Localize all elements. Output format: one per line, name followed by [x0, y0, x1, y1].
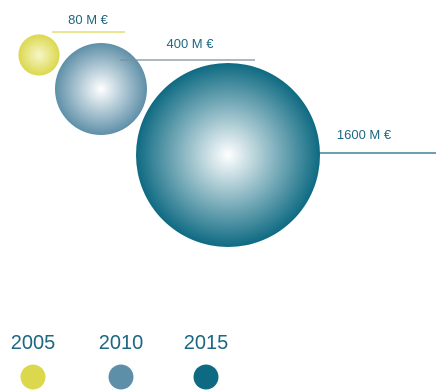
bubble-2010: [55, 43, 147, 135]
leader-lines-layer: [52, 31, 436, 154]
value-labels-layer: 80 M € 400 M € 1600 M €: [68, 12, 392, 142]
legend-label-2010: 2010: [99, 332, 144, 354]
bubbles-layer: [18, 34, 320, 247]
legend-swatch-2015: [193, 364, 219, 390]
bubble-2005: [18, 34, 60, 76]
value-label-2005: 80 M €: [68, 12, 109, 27]
legend-label-2015: 2015: [184, 332, 229, 354]
legend-swatch-2005: [20, 364, 46, 390]
legend: 2005 2010 2015: [11, 332, 229, 390]
legend-swatch-2010: [108, 364, 134, 390]
value-label-2010: 400 M €: [167, 36, 215, 51]
value-label-2015: 1600 M €: [337, 127, 392, 142]
bubble-2015: [136, 63, 320, 247]
legend-label-2005: 2005: [11, 332, 56, 354]
